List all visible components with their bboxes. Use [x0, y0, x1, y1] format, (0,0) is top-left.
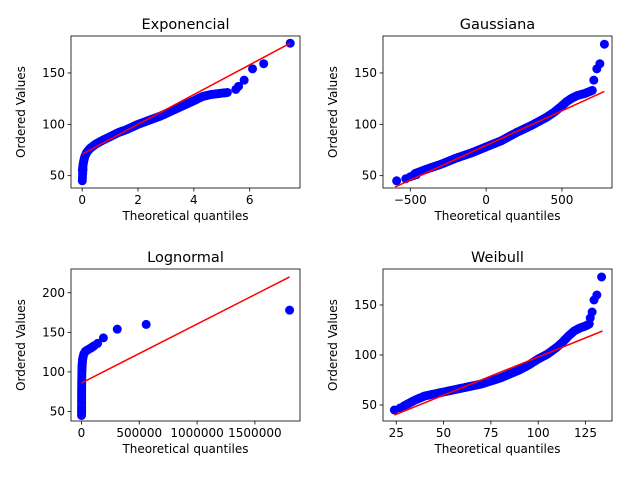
x-tick-label: 125: [574, 426, 597, 440]
plot-area: [389, 272, 607, 416]
x-tick-label: 50: [436, 426, 451, 440]
x-axis-label: Theoretical quantiles: [433, 442, 560, 456]
subplot-title: Gaussiana: [460, 17, 535, 33]
subplot-grid: 0 2 4 6 50 100 150 Exponencial Theoretical quant…: [14, 17, 613, 456]
data-point: [259, 59, 269, 69]
x-axis-label: Theoretical quantiles: [121, 209, 248, 223]
data-markers: [77, 305, 295, 420]
axes-frame: [70, 35, 301, 189]
subplot-title: Exponencial: [141, 17, 229, 33]
data-point: [112, 324, 122, 334]
data-point: [285, 305, 295, 315]
x-tick-label: 0: [78, 193, 86, 207]
x-tick-label: 4: [190, 193, 198, 207]
x-tick-label: 1000000: [170, 426, 223, 440]
data-point: [599, 39, 609, 49]
subplot-1: 0 2 4 6 50 100 150 Exponencial Theoretical quant…: [14, 17, 301, 223]
x-tick-label: 500: [551, 193, 574, 207]
data-point: [234, 81, 244, 91]
x-tick-label: −500: [394, 193, 427, 207]
plot-area: [77, 276, 295, 420]
y-tick-label: 50: [50, 405, 65, 419]
data-point: [592, 290, 602, 300]
fit-line: [81, 276, 290, 384]
x-tick-label: 6: [246, 193, 254, 207]
fit-line: [81, 42, 291, 155]
data-point: [248, 64, 258, 74]
y-tick-label: 150: [354, 298, 377, 312]
x-tick-label: 500000: [116, 426, 162, 440]
data-point: [93, 338, 103, 348]
x-axis-label: Theoretical quantiles: [433, 209, 560, 223]
x-tick-label: 1500000: [228, 426, 281, 440]
subplot-title: Weibull: [471, 250, 524, 266]
y-axis-label: Ordered Values: [14, 66, 28, 158]
x-tick-label: 2: [134, 193, 142, 207]
y-tick-label: 50: [362, 398, 377, 412]
y-tick-label: 150: [42, 66, 65, 80]
x-tick-label: 25: [389, 426, 404, 440]
y-tick-label: 50: [362, 169, 377, 183]
y-tick-label: 50: [50, 169, 65, 183]
data-point: [222, 87, 232, 97]
data-point: [141, 319, 151, 329]
x-tick-label: 0: [78, 426, 86, 440]
y-tick-label: 100: [42, 117, 65, 131]
plot-area: [77, 38, 295, 186]
x-tick-label: 75: [483, 426, 498, 440]
data-point: [399, 401, 409, 411]
plot-area: [392, 39, 609, 188]
data-point: [595, 59, 605, 69]
axes-frame: [382, 268, 613, 422]
data-point: [239, 75, 249, 85]
subplot-4: 25 50 75 100 125 50 100 150 Weibull Theoretical q…: [326, 250, 613, 456]
data-point: [77, 403, 87, 413]
data-point: [98, 333, 108, 343]
y-tick-label: 200: [42, 286, 65, 300]
data-point: [78, 165, 88, 175]
y-tick-label: 150: [354, 66, 377, 80]
data-point: [589, 75, 599, 85]
data-point: [587, 85, 597, 95]
data-point: [392, 176, 402, 186]
y-tick-label: 100: [42, 365, 65, 379]
x-axis-label: Theoretical quantiles: [121, 442, 248, 456]
fit-line: [394, 90, 605, 188]
x-tick-label: 100: [527, 426, 550, 440]
fit-line: [394, 330, 603, 416]
y-axis-label: Ordered Values: [326, 299, 340, 391]
y-tick-label: 100: [354, 117, 377, 131]
axes-frame: [70, 268, 301, 422]
x-tick-label: 0: [482, 193, 490, 207]
axes-frame: [382, 35, 613, 189]
subplot-title: Lognormal: [147, 250, 224, 266]
y-tick-label: 150: [42, 325, 65, 339]
data-point: [587, 307, 597, 317]
data-point: [597, 272, 607, 282]
subplot-3: 0 500000 1000000 1500000 50 100 150 200 Lognorma…: [14, 250, 301, 456]
y-tick-label: 100: [354, 348, 377, 362]
y-axis-label: Ordered Values: [14, 299, 28, 391]
subplot-2: −500 0 500 50 100 150 Gaussiana Theoretical qua…: [326, 17, 613, 223]
y-axis-label: Ordered Values: [326, 66, 340, 158]
